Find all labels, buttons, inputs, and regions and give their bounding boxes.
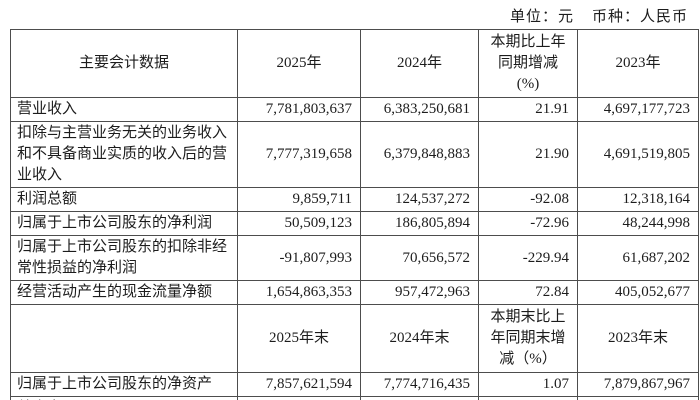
table-row: 经营活动产生的现金流量净额 1,654,863,353 957,472,963 … [10, 280, 699, 305]
table-row: 归属于上市公司股东的净利润 50,509,123 186,805,894 -72… [10, 211, 699, 236]
value-change: -92.08 [478, 187, 578, 212]
key-accounting-data-table: 主要会计数据 2025年 2024年 本期比上年 同期增减 (%) 2023年 … [10, 29, 699, 400]
row-label: 营业收入 [10, 97, 238, 122]
header-period-end-change: 本期末比上 年同期末增 减（%） [478, 304, 578, 373]
value-2024: 6,379,848,883 [360, 121, 479, 188]
value-2024: 70,656,572 [360, 235, 479, 281]
value-2023: 405,052,677 [577, 280, 699, 305]
table-header-period-end: 2025年末 2024年末 本期末比上 年同期末增 减（%） 2023年末 [10, 304, 699, 373]
value-change: -229.94 [478, 235, 578, 281]
unit-currency-line: 单位：元 币种：人民币 [510, 5, 688, 26]
value-change: 1.07 [478, 372, 578, 397]
table-row: 归属于上市公司股东的扣除非经常性损益的净利润 -91,807,993 70,65… [10, 235, 699, 281]
value-2024: 7,774,716,435 [360, 372, 479, 397]
header-main-data: 主要会计数据 [10, 29, 238, 98]
value-2025: 7,857,621,594 [237, 372, 361, 397]
row-label: 经营活动产生的现金流量净额 [10, 280, 238, 305]
value-change: 72.84 [478, 280, 578, 305]
value-2023: 4,697,177,723 [577, 97, 699, 122]
value-2025: 24,394,599,083 [237, 396, 361, 400]
row-label: 扣除与主营业务无关的业务收入和不具备商业实质的收入后的营业收入 [10, 121, 238, 188]
header-empty [10, 304, 238, 373]
table-row: 归属于上市公司股东的净资产 7,857,621,594 7,774,716,43… [10, 372, 699, 397]
value-2023: 12,318,164 [577, 187, 699, 212]
value-2025: -91,807,993 [237, 235, 361, 281]
header-yoy-change: 本期比上年 同期增减 (%) [478, 29, 578, 98]
table-row: 扣除与主营业务无关的业务收入和不具备商业实质的收入后的营业收入 7,777,31… [10, 121, 699, 188]
row-label: 利润总额 [10, 187, 238, 212]
value-change: -72.96 [478, 211, 578, 236]
row-label: 归属于上市公司股东的扣除非经常性损益的净利润 [10, 235, 238, 281]
table-row: 利润总额 9,859,711 124,537,272 -92.08 12,318… [10, 187, 699, 212]
header-2024-end: 2024年末 [360, 304, 479, 373]
value-2025: 7,781,803,637 [237, 97, 361, 122]
value-change: 8.81 [478, 396, 578, 400]
value-2023: 7,879,867,967 [577, 372, 699, 397]
value-2025: 1,654,863,353 [237, 280, 361, 305]
value-2024: 6,383,250,681 [360, 97, 479, 122]
table-row: 营业收入 7,781,803,637 6,383,250,681 21.91 4… [10, 97, 699, 122]
currency-label: 币种：人民币 [591, 9, 688, 25]
value-change: 21.90 [478, 121, 578, 188]
value-2023: 4,691,519,805 [577, 121, 699, 188]
value-2025: 7,777,319,658 [237, 121, 361, 188]
header-2023: 2023年 [577, 29, 699, 98]
value-2024: 186,805,894 [360, 211, 479, 236]
header-2023-end: 2023年末 [577, 304, 699, 373]
value-2023: 20,203,228,116 [577, 396, 699, 400]
row-label: 归属于上市公司股东的净利润 [10, 211, 238, 236]
row-label: 总资产 [10, 396, 238, 400]
header-2025: 2025年 [237, 29, 361, 98]
table-row: 总资产 24,394,599,083 22,419,857,634 8.81 2… [10, 396, 699, 400]
header-2025-end: 2025年末 [237, 304, 361, 373]
value-2025: 9,859,711 [237, 187, 361, 212]
table-header-annual: 主要会计数据 2025年 2024年 本期比上年 同期增减 (%) 2023年 [10, 29, 699, 98]
row-label: 归属于上市公司股东的净资产 [10, 372, 238, 397]
value-change: 21.91 [478, 97, 578, 122]
value-2024: 957,472,963 [360, 280, 479, 305]
value-2024: 22,419,857,634 [360, 396, 479, 400]
header-2024: 2024年 [360, 29, 479, 98]
value-2024: 124,537,272 [360, 187, 479, 212]
value-2025: 50,509,123 [237, 211, 361, 236]
value-2023: 48,244,998 [577, 211, 699, 236]
value-2023: 61,687,202 [577, 235, 699, 281]
unit-label: 单位：元 [509, 9, 574, 25]
